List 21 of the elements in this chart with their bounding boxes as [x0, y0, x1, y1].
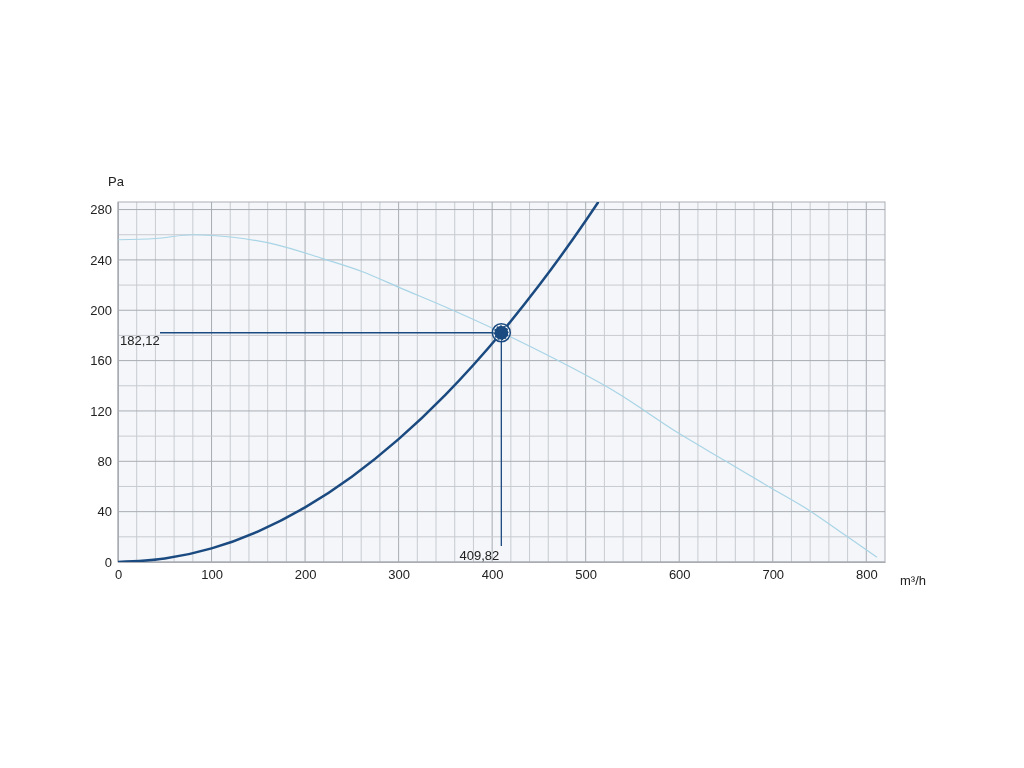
x-tick-label: 100: [201, 567, 223, 583]
x-tick-label: 500: [575, 567, 598, 583]
y-tick-label: 160: [90, 353, 112, 369]
y-tick-label: 200: [90, 302, 112, 318]
ref-line-label: 182,12: [120, 332, 160, 348]
y-tick-label: 0: [104, 554, 112, 570]
y-tick-label: 280: [90, 202, 112, 218]
ref-line-label: 409,82: [459, 548, 500, 563]
x-tick-label: 700: [762, 567, 785, 583]
y-tick-label: 120: [90, 403, 112, 419]
x-tick-label: 800: [855, 567, 878, 583]
y-axis-title: Pa: [108, 174, 125, 189]
y-tick-label: 80: [97, 453, 112, 469]
x-tick-label: 600: [668, 567, 691, 583]
x-tick-label: 300: [388, 567, 410, 583]
x-tick-label: 400: [481, 567, 504, 583]
x-axis-title: m³/h: [900, 573, 926, 588]
y-tick-label: 240: [90, 252, 112, 268]
x-tick-label: 0: [114, 567, 123, 583]
y-tick-label: 40: [97, 504, 112, 520]
x-tick-label: 200: [294, 567, 317, 583]
